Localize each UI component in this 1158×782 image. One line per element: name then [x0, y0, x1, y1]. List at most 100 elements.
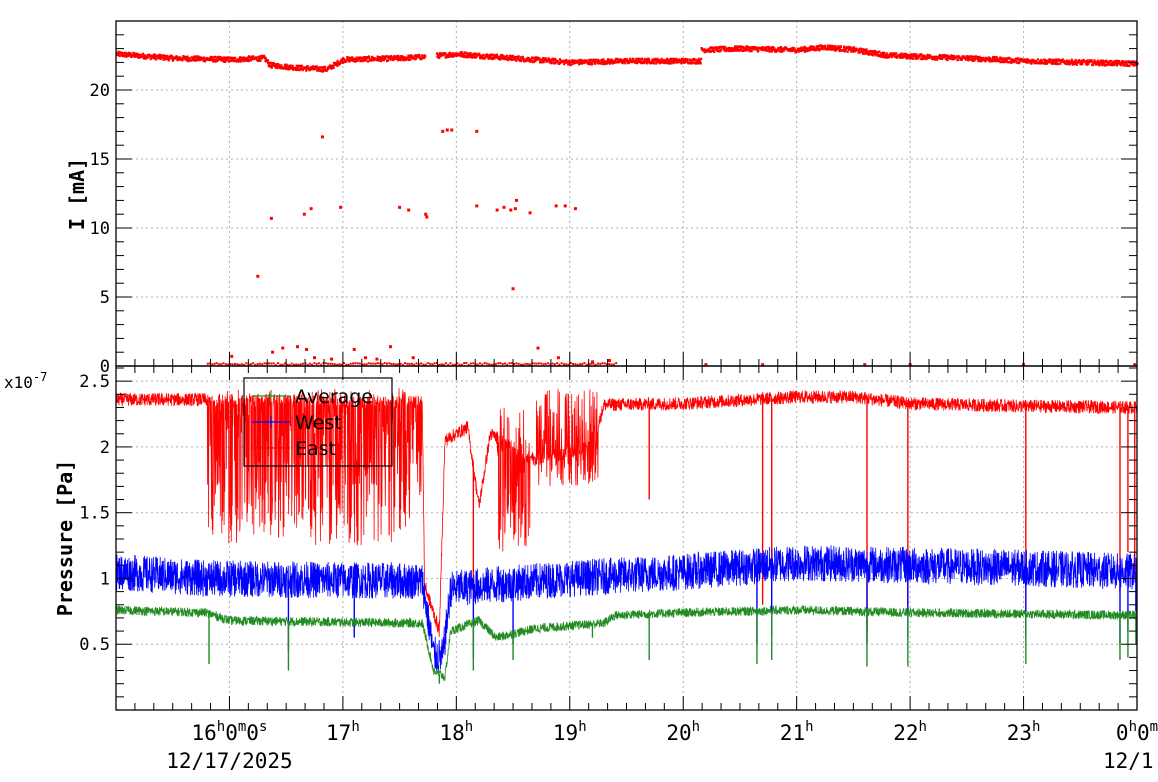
time-hour: 16 — [191, 721, 216, 745]
current-outlier-point — [536, 346, 540, 350]
current-outlier-point — [352, 347, 356, 351]
current-outlier-point — [424, 212, 428, 216]
current-outlier-point — [302, 212, 306, 216]
time-hour-suffix: h — [578, 719, 586, 735]
current-outlier-point — [313, 356, 317, 360]
legend-label-east: East — [295, 438, 336, 460]
current-outlier-point — [511, 287, 515, 291]
legend-box — [243, 377, 393, 467]
time-tick-label-21: 21h — [780, 719, 814, 745]
current-outlier-point — [556, 356, 560, 360]
time-tick-text: 19h — [553, 719, 587, 745]
top-ytick-label: 10 — [90, 219, 110, 239]
top-ytick-label: 15 — [90, 150, 110, 170]
current-outlier-point — [761, 363, 765, 367]
time-second-suffix: s — [259, 719, 267, 735]
top-ytick-label: 5 — [100, 288, 110, 308]
current-outlier-point — [554, 204, 558, 208]
time-tick-label-23: 23h — [1007, 719, 1041, 745]
current-outlier-point — [441, 129, 445, 133]
current-outlier-point — [475, 129, 479, 133]
time-minute: 0 — [225, 721, 238, 745]
time-hour-suffix: h — [351, 719, 359, 735]
time-hour: 23 — [1007, 721, 1032, 745]
time-hour: 20 — [666, 721, 691, 745]
time-tick-text: 17h — [326, 719, 360, 745]
time-hour: 22 — [893, 721, 918, 745]
current-outlier-point — [364, 356, 368, 360]
current-outlier-point — [339, 205, 343, 209]
current-outlier-point — [513, 207, 517, 211]
current-zero-points — [206, 362, 618, 366]
current-outlier-point — [528, 211, 532, 215]
top-axis-title: I [mA] — [65, 158, 89, 230]
time-tick-text: 18h — [439, 719, 473, 745]
top-ytick-label: 0 — [100, 357, 110, 377]
time-tick-text: 16h0m0s — [191, 719, 267, 745]
bottom-axis-title: Pressure [Pa] — [53, 460, 77, 617]
current-outlier-point — [271, 350, 275, 354]
bottom-ytick-label: 1 — [100, 569, 110, 589]
time-tick-label-22: 22h — [893, 719, 927, 745]
current-outlier-point — [330, 357, 334, 361]
top-ytick-label: 20 — [90, 81, 110, 101]
current-outlier-point — [281, 346, 285, 350]
axis-ticks — [115, 34, 1138, 710]
current-outlier-point — [305, 347, 309, 351]
time-hour: 18 — [439, 721, 464, 745]
bottom-ytick-label: 1.5 — [79, 504, 110, 524]
time-tick-label-17: 17h — [326, 719, 360, 745]
current-outlier-point — [563, 204, 567, 208]
average-line — [115, 604, 1138, 681]
time-tick-text: 0h0m — [1116, 719, 1158, 745]
current-outlier-point — [590, 360, 594, 364]
time-hour: 19 — [553, 721, 578, 745]
time-minute-suffix: m — [1150, 719, 1158, 735]
current-outlier-point — [509, 208, 513, 212]
time-hour-suffix: h — [692, 719, 700, 735]
time-minute-suffix: m — [238, 719, 246, 735]
current-outlier-point — [514, 198, 518, 202]
current-outlier-point — [607, 358, 611, 362]
current-outlier-point — [704, 363, 708, 367]
current-outlier-point — [389, 345, 393, 349]
time-hour-suffix: h — [465, 719, 473, 735]
date-label: 12/1 — [1103, 749, 1154, 773]
current-outlier-point — [445, 128, 449, 132]
time-tick-text: 21h — [780, 719, 814, 745]
current-outlier-point — [309, 207, 313, 211]
current-outlier-point — [502, 205, 506, 209]
time-hour-suffix: h — [805, 719, 813, 735]
current-outlier-point — [256, 274, 260, 278]
current-outlier-point — [398, 205, 402, 209]
bottom-ytick-label: 2 — [100, 438, 110, 458]
current-series-points — [116, 44, 1139, 367]
bottom-ytick-label: 2.5 — [79, 372, 110, 392]
current-outlier-point — [425, 215, 429, 219]
time-tick-label-18: 18h — [439, 719, 473, 745]
time-tick-label-19: 19h — [553, 719, 587, 745]
current-outlier-point — [573, 207, 577, 211]
time-hour: 21 — [780, 721, 805, 745]
current-outlier-point — [230, 354, 234, 358]
bottom-ytick-label: 0.5 — [79, 635, 110, 655]
current-outlier-point — [375, 357, 379, 361]
current-outlier-point — [269, 216, 273, 220]
current-outlier-point — [407, 208, 411, 212]
current-outlier-point — [320, 135, 324, 139]
date-label: 12/17/2025 — [166, 749, 292, 773]
time-hour: 0 — [1116, 721, 1129, 745]
current-outlier-point — [475, 204, 479, 208]
time-tick-text: 22h — [893, 719, 927, 745]
current-outlier-point — [411, 356, 415, 360]
exponent-power: -7 — [33, 370, 47, 384]
time-second: 0 — [246, 721, 259, 745]
time-tick-text: 23h — [1007, 719, 1041, 745]
current-outlier-point — [450, 128, 454, 132]
time-hour-suffix: h — [919, 719, 927, 735]
